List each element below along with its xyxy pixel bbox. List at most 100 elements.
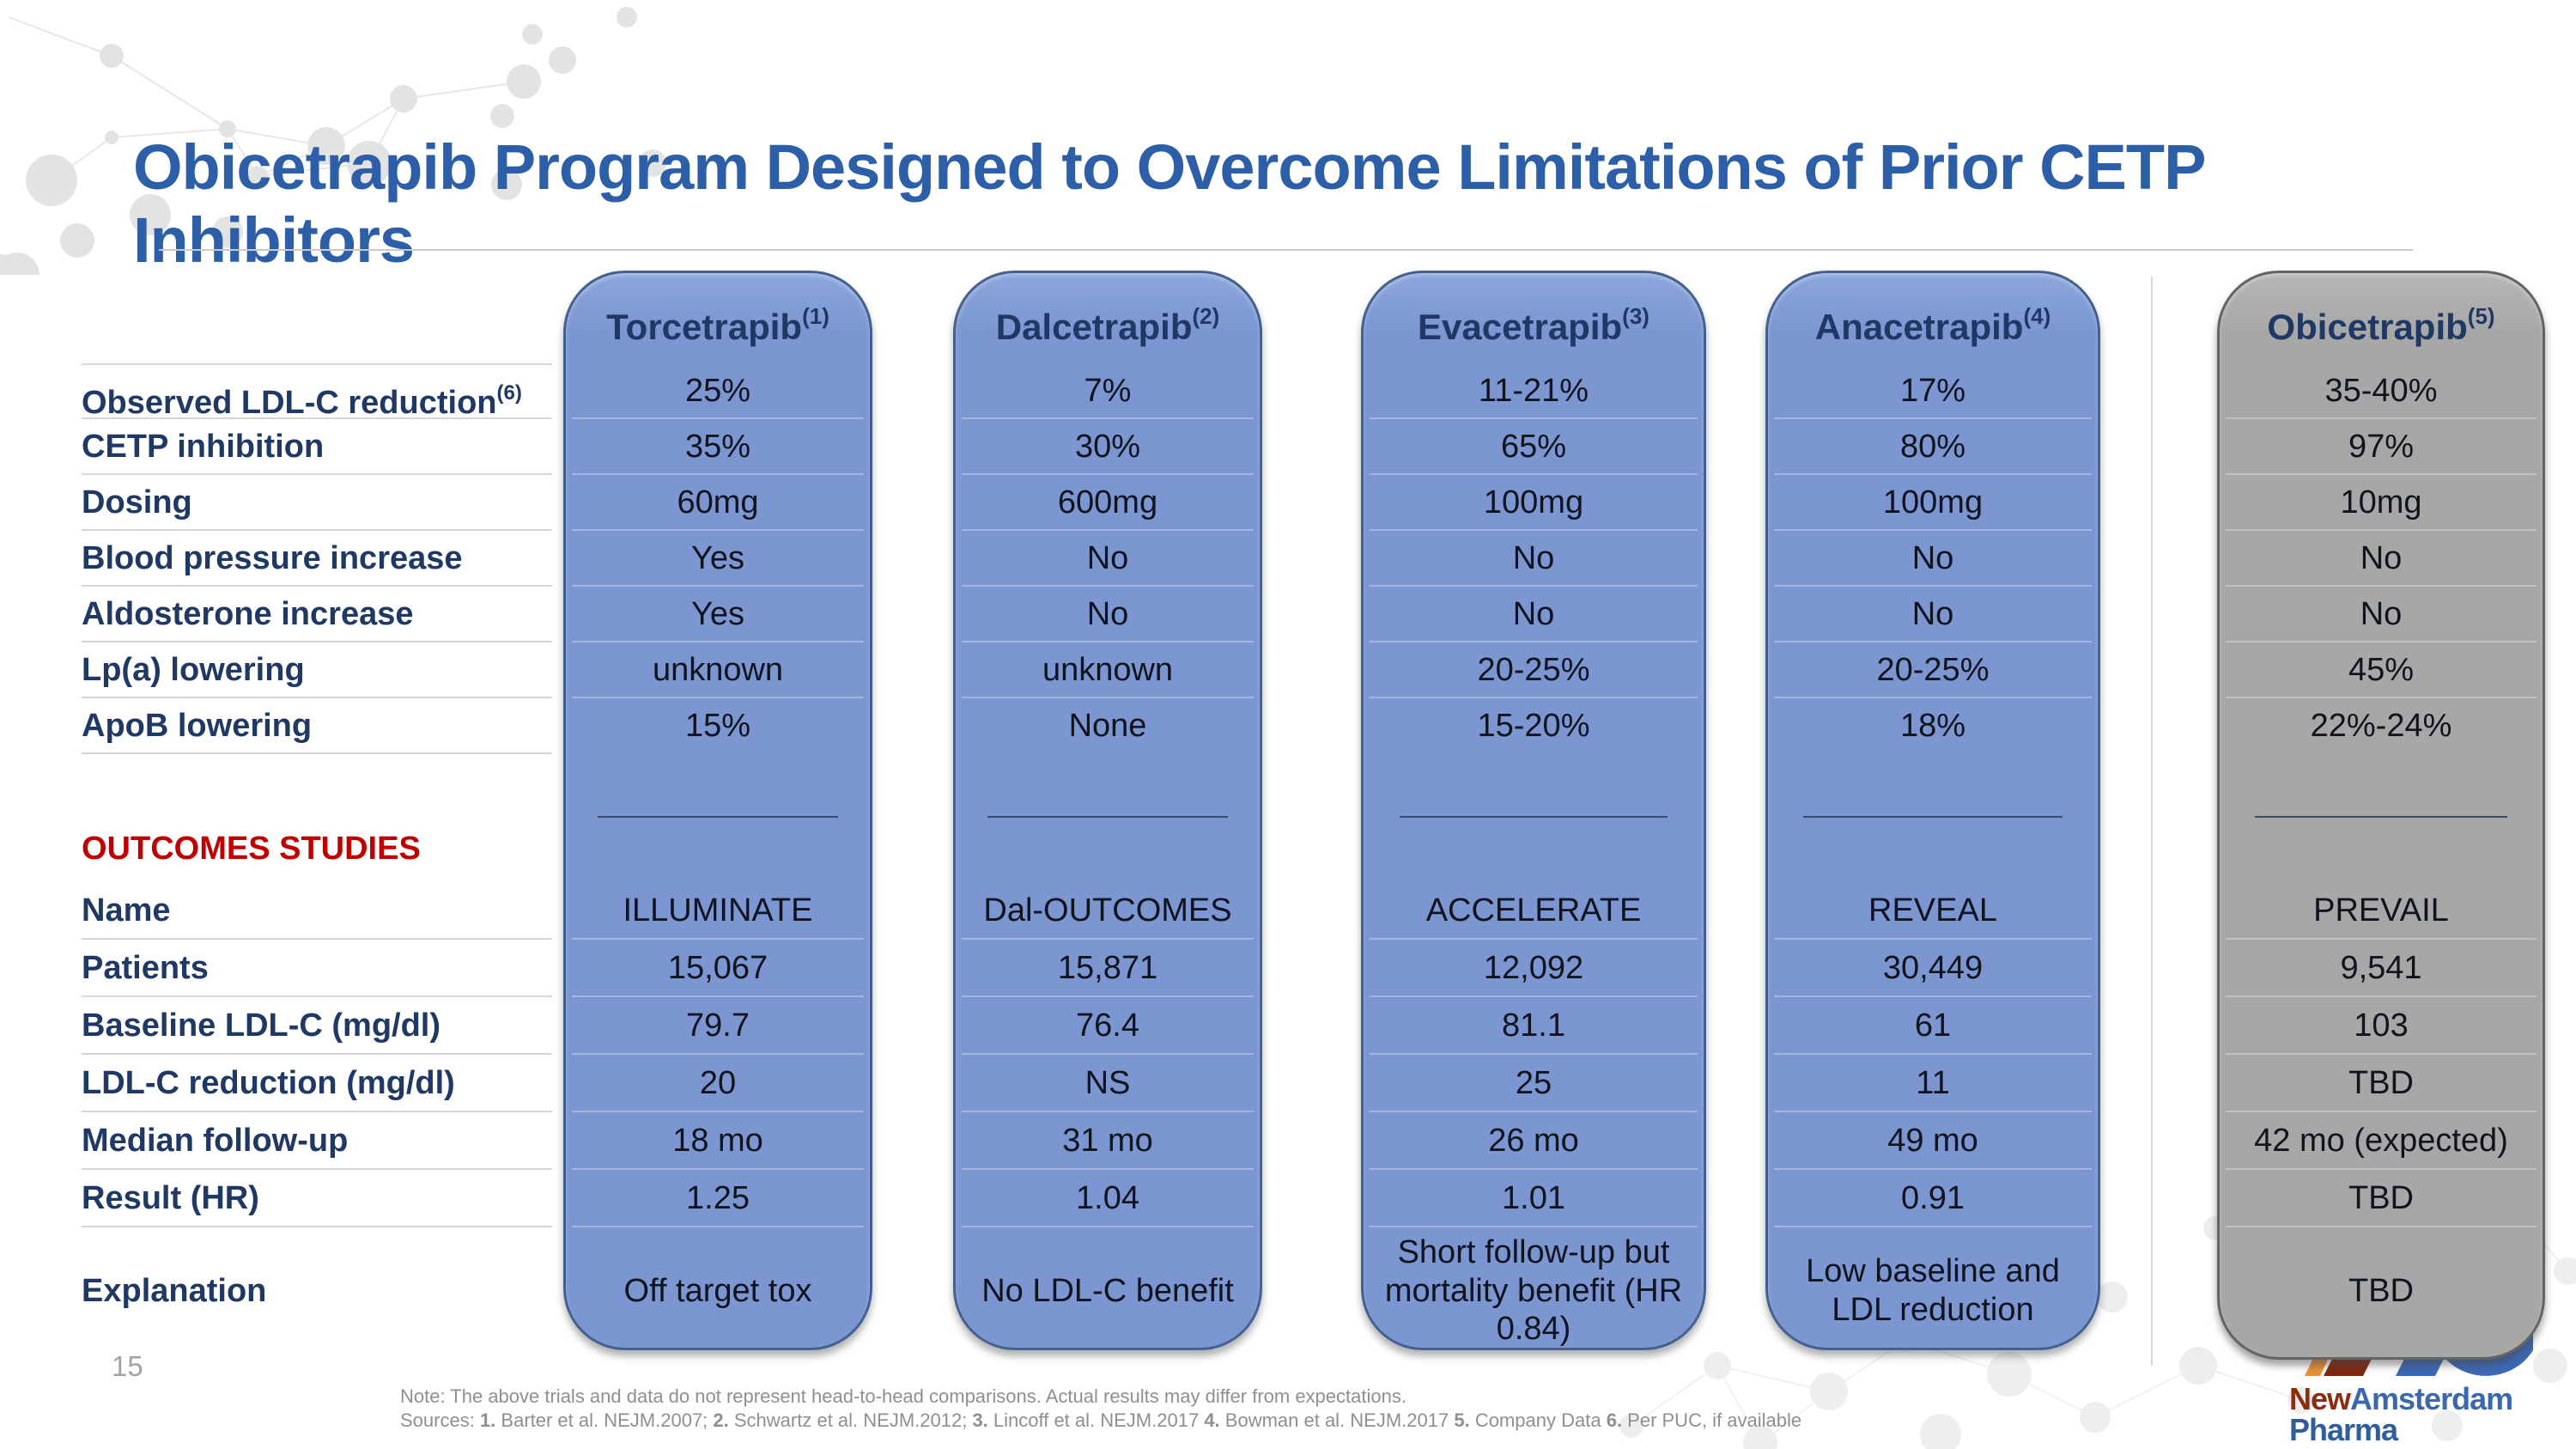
- cell-value: REVEAL: [1774, 882, 2092, 940]
- cell-value: 1.25: [572, 1170, 864, 1227]
- cell-value: NS: [962, 1055, 1254, 1112]
- section-divider-line: [1400, 816, 1668, 818]
- section-divider-line: [1803, 816, 2063, 818]
- cell-value: 30%: [962, 419, 1254, 475]
- logo-word-new: New: [2289, 1381, 2351, 1416]
- cell-value: 12,092: [1370, 940, 1698, 997]
- cell-value: Off target tox: [623, 1272, 812, 1309]
- cell-value: 15,871: [962, 940, 1254, 997]
- section-divider-line: [598, 816, 838, 818]
- row-label-explanation: Explanation: [82, 1273, 267, 1309]
- cell-value: 35-40%: [2226, 363, 2537, 419]
- cell-value: 26 mo: [1370, 1112, 1698, 1170]
- column-pill-evacetrapib: [1361, 271, 1706, 1350]
- column-pill-torcetrapib: [563, 271, 872, 1350]
- outcomes-studies-heading: OUTCOMES STUDIES: [82, 831, 421, 867]
- row-label-cetp-inhibition: CETP inhibition: [82, 419, 552, 475]
- cell-value: 25%: [572, 363, 864, 419]
- column-header-dalcetrapib: Dalcetrapib(2): [995, 303, 1220, 347]
- obicetrapib-separator-line: [2151, 277, 2153, 1366]
- cell-value: No: [2226, 531, 2537, 587]
- cell-value: 60mg: [572, 475, 864, 531]
- footnote-sources: Sources: 1. Barter et al. NEJM.2007; 2. …: [400, 1409, 1802, 1431]
- cell-value: 15%: [684, 708, 751, 744]
- column-header-torcetrapib: Torcetrapib(1): [606, 303, 829, 347]
- cell-value: 18 mo: [572, 1112, 864, 1170]
- column-pill-anacetrapib: [1765, 271, 2100, 1350]
- cell-value: No: [1774, 587, 2092, 642]
- section-divider-line: [987, 816, 1228, 818]
- cell-value: 42 mo (expected): [2226, 1112, 2537, 1170]
- cell-value: PREVAIL: [2226, 882, 2537, 940]
- cell-value: 11: [1774, 1055, 2092, 1112]
- row-label-aldosterone-increase: Aldosterone increase: [82, 587, 552, 642]
- cell-value: No: [1370, 587, 1698, 642]
- column-header-obicetrapib: Obicetrapib(5): [2267, 303, 2495, 347]
- cell-value: 100mg: [1774, 475, 2092, 531]
- cell-value: 7%: [962, 363, 1254, 419]
- logo-word-pharma: Pharma: [2289, 1412, 2398, 1447]
- cell-value: 9,541: [2226, 940, 2537, 997]
- cell-value: No: [962, 531, 1254, 587]
- row-label-dosing: Dosing: [82, 475, 552, 531]
- page-title: Obicetrapib Program Designed to Overcome…: [133, 131, 2205, 276]
- row-label-baseline-ldl-c: Baseline LDL-C (mg/dl): [82, 997, 552, 1055]
- cell-value: 49 mo: [1774, 1112, 2092, 1170]
- cell-value: No: [962, 587, 1254, 642]
- cell-value: No: [1370, 531, 1698, 587]
- cell-value: 18%: [1899, 708, 1966, 744]
- cell-value: unknown: [962, 642, 1254, 698]
- cell-value: 80%: [1774, 419, 2092, 475]
- cell-value: 15,067: [572, 940, 864, 997]
- column-header-row: Torcetrapib(1) Dalcetrapib(2) Evacetrapi…: [0, 283, 2576, 349]
- section-divider-line: [2255, 816, 2507, 818]
- cell-value: 600mg: [962, 475, 1254, 531]
- cell-value: 0.91: [1774, 1170, 2092, 1227]
- molecule-dots-decoration-top-left: [0, 7, 666, 275]
- footnote-disclaimer: Note: The above trials and data do not r…: [400, 1385, 1406, 1407]
- column-header-anacetrapib: Anacetrapib(4): [1814, 303, 2051, 347]
- row-label-apob-lowering: ApoB lowering: [82, 698, 552, 754]
- cell-value: Yes: [572, 531, 864, 587]
- cell-value: 103: [2226, 997, 2537, 1055]
- cell-value: 25: [1370, 1055, 1698, 1112]
- cell-value: Short follow-up but mortality benefit (H…: [1384, 1233, 1683, 1348]
- cell-value: 1.01: [1370, 1170, 1698, 1227]
- cell-value: TBD: [2226, 1055, 2537, 1112]
- cell-value: None: [1068, 708, 1147, 744]
- cell-value: 45%: [2226, 642, 2537, 698]
- cell-value: 76.4: [962, 997, 1254, 1055]
- cell-value: 20: [572, 1055, 864, 1112]
- row-label-result-hr: Result (HR): [82, 1170, 552, 1227]
- row-label-name: Name: [82, 882, 552, 940]
- cell-value: ILLUMINATE: [572, 882, 864, 940]
- cell-value: 35%: [572, 419, 864, 475]
- cell-value: No: [1774, 531, 2092, 587]
- cell-value: 100mg: [1370, 475, 1698, 531]
- cell-value: No: [2226, 587, 2537, 642]
- cell-value: TBD: [2226, 1170, 2537, 1227]
- cell-value: 30,449: [1774, 940, 2092, 997]
- cell-value: unknown: [572, 642, 864, 698]
- cell-value: 22%-24%: [2310, 708, 2452, 744]
- cell-value: ACCELERATE: [1370, 882, 1698, 940]
- cell-value: 97%: [2226, 419, 2537, 475]
- cell-value: 1.04: [962, 1170, 1254, 1227]
- column-header-evacetrapib: Evacetrapib(3): [1418, 303, 1649, 347]
- row-label-median-follow-up: Median follow-up: [82, 1112, 552, 1170]
- cell-value: No LDL-C benefit: [981, 1272, 1234, 1309]
- row-label-blood-pressure-increase: Blood pressure increase: [82, 531, 552, 587]
- title-divider: [159, 249, 2413, 251]
- cell-value: Yes: [572, 587, 864, 642]
- row-label-patients: Patients: [82, 940, 552, 997]
- page-number: 15: [112, 1350, 143, 1382]
- cell-value: 81.1: [1370, 997, 1698, 1055]
- cell-value: 20-25%: [1370, 642, 1698, 698]
- cell-value: 15-20%: [1477, 708, 1590, 744]
- logo-wordmark: NewAmsterdam: [2289, 1381, 2513, 1417]
- row-label-ldl-c-reduction: LDL-C reduction (mg/dl): [82, 1055, 552, 1112]
- cell-value: 61: [1774, 997, 2092, 1055]
- cell-value: TBD: [2348, 1272, 2414, 1309]
- logo-word-amsterdam: Amsterdam: [2350, 1381, 2513, 1416]
